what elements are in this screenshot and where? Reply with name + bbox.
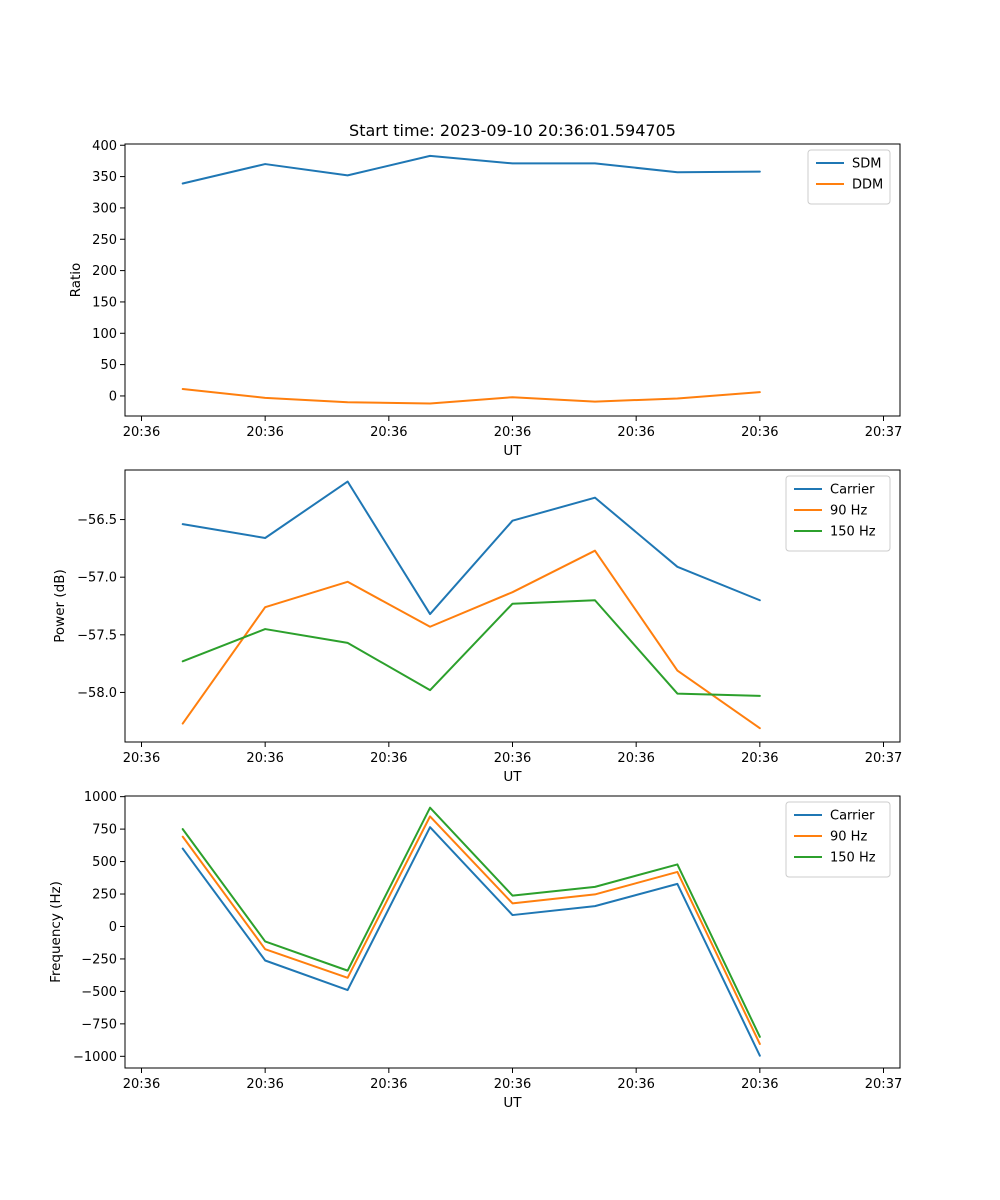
series-line-150-hz — [181, 599, 761, 697]
x-tick-label: 20:36 — [494, 425, 531, 440]
axes-frame — [124, 143, 901, 417]
y-tick-label: 400 — [92, 139, 117, 154]
axes-frame — [124, 469, 901, 743]
series-line-90-hz — [181, 815, 761, 1045]
legend-label: DDM — [852, 178, 883, 193]
legend-label: Carrier — [830, 809, 875, 824]
series-line-90-hz — [181, 549, 761, 730]
x-tick-label: 20:37 — [865, 425, 902, 440]
x-tick-label: 20:36 — [370, 751, 407, 766]
x-tick-label: 20:36 — [617, 425, 654, 440]
y-tick-label: −750 — [81, 1017, 117, 1032]
y-tick-label: 250 — [92, 888, 117, 903]
x-tick-label: 20:36 — [246, 751, 283, 766]
y-tick-label: 50 — [100, 358, 117, 373]
x-tick-label: 20:36 — [246, 425, 283, 440]
y-tick-label: −57.0 — [77, 571, 117, 586]
x-axis-label: UT — [503, 443, 522, 459]
x-tick-label: 20:36 — [123, 1077, 160, 1092]
x-tick-label: 20:37 — [865, 751, 902, 766]
y-tick-label: −58.0 — [77, 686, 117, 701]
legend-label: Carrier — [830, 483, 875, 498]
y-tick-label: 750 — [92, 823, 117, 838]
axes-frame — [124, 795, 901, 1069]
x-tick-label: 20:36 — [741, 425, 778, 440]
y-tick-label: 200 — [92, 264, 117, 279]
x-tick-label: 20:36 — [123, 751, 160, 766]
x-tick-label: 20:36 — [617, 1077, 654, 1092]
y-tick-label: 500 — [92, 855, 117, 870]
x-tick-label: 20:36 — [246, 1077, 283, 1092]
y-axis-label: Power (dB) — [52, 569, 68, 642]
y-tick-label: 300 — [92, 201, 117, 216]
y-axis-label: Frequency (Hz) — [48, 881, 64, 983]
y-tick-label: 0 — [109, 920, 117, 935]
legend: Carrier 90 Hz 150 Hz — [785, 801, 891, 878]
y-tick-label: 350 — [92, 170, 117, 185]
legend-box — [785, 801, 891, 878]
legend-label: SDM — [852, 157, 881, 172]
x-tick-label: 20:36 — [494, 751, 531, 766]
x-tick-label: 20:36 — [741, 751, 778, 766]
legend: SDM DDM — [807, 149, 891, 205]
legend-label: 90 Hz — [830, 830, 867, 845]
y-tick-label: 150 — [92, 295, 117, 310]
series-line-ddm — [181, 388, 761, 405]
x-tick-label: 20:36 — [741, 1077, 778, 1092]
y-tick-label: −1000 — [73, 1050, 117, 1065]
x-axis-label: UT — [503, 769, 522, 785]
chart-panel-2: 20:36 20:36 20:36 20:36 20:36 20:36 20:37 −58.0… — [52, 469, 902, 785]
series-line-150-hz — [181, 806, 761, 1038]
series-line-carrier — [181, 480, 761, 616]
y-axis-label: Ratio — [68, 263, 84, 298]
legend-label: 150 Hz — [830, 525, 876, 540]
figure-title: Start time: 2023-09-10 20:36:01.594705 — [349, 121, 676, 140]
legend-label: 90 Hz — [830, 504, 867, 519]
y-tick-label: −56.5 — [77, 513, 117, 528]
y-tick-label: 100 — [92, 327, 117, 342]
x-tick-label: 20:36 — [370, 425, 407, 440]
x-tick-label: 20:36 — [123, 425, 160, 440]
chart-panel-1: 20:36 20:36 20:36 20:36 20:36 20:36 20:37 0 50 10… — [68, 139, 902, 459]
y-tick-label: −500 — [81, 985, 117, 1000]
y-tick-label: 1000 — [84, 790, 117, 805]
x-tick-label: 20:36 — [370, 1077, 407, 1092]
y-tick-label: −250 — [81, 952, 117, 967]
y-tick-label: 250 — [92, 233, 117, 248]
x-tick-label: 20:36 — [494, 1077, 531, 1092]
series-line-carrier — [181, 826, 761, 1057]
legend-label: 150 Hz — [830, 851, 876, 866]
x-axis-label: UT — [503, 1095, 522, 1111]
series-line-sdm — [181, 154, 761, 185]
chart-panel-3: 20:36 20:36 20:36 20:36 20:36 20:36 20:37 −1000… — [48, 790, 902, 1111]
x-tick-label: 20:36 — [617, 751, 654, 766]
y-tick-label: 0 — [109, 389, 117, 404]
legend: Carrier 90 Hz 150 Hz — [785, 475, 891, 552]
legend-box — [785, 475, 891, 552]
x-tick-label: 20:37 — [865, 1077, 902, 1092]
y-tick-label: −57.5 — [77, 628, 117, 643]
